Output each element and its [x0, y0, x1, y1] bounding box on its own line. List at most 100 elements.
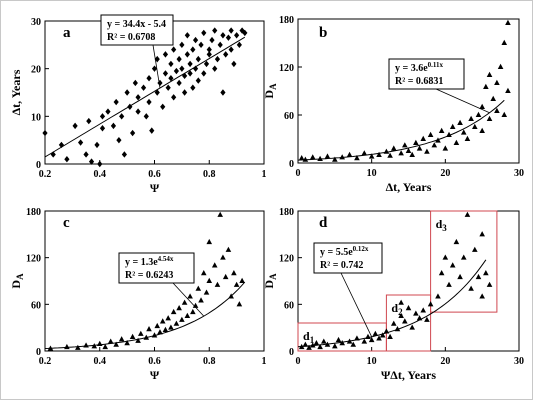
data-point: [424, 148, 430, 154]
data-point: [383, 148, 390, 154]
data-point: [332, 343, 338, 349]
x-tick-label: 0.4: [94, 356, 107, 367]
data-point: [372, 330, 379, 336]
r-squared-text: R² = 0.6831: [395, 76, 443, 87]
data-point: [192, 36, 199, 44]
data-point: [486, 71, 493, 77]
y-tick-label: 120: [279, 254, 294, 265]
data-point: [460, 254, 467, 260]
equation-box: [118, 252, 195, 284]
data-point: [475, 273, 482, 280]
data-point: [99, 113, 106, 120]
data-point: [124, 89, 130, 96]
data-point: [228, 293, 234, 299]
data-point: [398, 150, 404, 156]
data-point: [387, 333, 393, 339]
data-point: [460, 129, 467, 135]
data-point: [220, 254, 226, 260]
data-point: [424, 316, 430, 322]
data-point: [472, 246, 478, 252]
data-point: [220, 89, 226, 96]
data-point: [402, 142, 408, 148]
data-point: [390, 320, 397, 326]
data-point: [497, 63, 504, 69]
x-tick-label: 0.6: [148, 169, 161, 180]
data-point: [184, 51, 190, 58]
y-tick-label: 120: [26, 254, 41, 265]
data-point: [192, 302, 199, 308]
data-point: [179, 41, 185, 49]
data-point: [298, 343, 305, 350]
data-point: [376, 335, 382, 341]
data-point: [113, 341, 119, 347]
data-point: [479, 127, 485, 133]
data-point: [361, 338, 368, 344]
data-point: [64, 343, 70, 350]
panel-d: 0 10 20 30 0 60 120 180 ΨΔt, Years DA d d1 d2 d3 y = 5…: [262, 207, 524, 382]
data-point: [99, 125, 106, 132]
data-point: [402, 318, 408, 324]
y-tick-label: 60: [284, 300, 294, 311]
data-point: [438, 270, 445, 276]
data-point: [501, 39, 508, 45]
data-point: [453, 238, 460, 245]
data-point: [302, 156, 309, 162]
data-point: [162, 51, 169, 58]
data-point: [387, 152, 393, 158]
data-point: [233, 281, 240, 287]
y-tick-label: 120: [279, 63, 294, 74]
data-point: [127, 103, 133, 110]
data-point: [368, 336, 375, 343]
data-point: [486, 281, 493, 287]
data-point: [110, 122, 117, 130]
data-point: [231, 270, 237, 276]
y-tick-label: 20: [31, 65, 41, 76]
equation-box: [100, 14, 174, 46]
data-point: [195, 77, 201, 84]
x-tick-label: 0.2: [39, 169, 52, 180]
data-point: [124, 340, 130, 346]
data-point: [176, 79, 182, 87]
data-point: [472, 123, 478, 129]
data-point: [159, 318, 166, 324]
equation-leader-line: [340, 272, 373, 337]
data-point: [187, 70, 193, 77]
data-point: [88, 158, 95, 165]
data-point: [162, 70, 169, 77]
data-point: [242, 29, 248, 37]
data-point: [138, 330, 144, 336]
data-point: [309, 342, 316, 348]
data-point: [146, 326, 152, 332]
data-point: [212, 27, 218, 34]
data-point: [146, 75, 152, 82]
data-point: [313, 340, 320, 346]
data-point: [317, 155, 323, 161]
data-point: [214, 281, 221, 287]
data-point: [143, 113, 149, 120]
equation-leader-line: [435, 88, 490, 114]
data-point: [446, 131, 452, 137]
panel-label: a: [63, 25, 71, 41]
data-point: [365, 333, 371, 339]
data-point: [464, 135, 471, 141]
x-axis-label: Ψ: [150, 368, 160, 382]
data-point: [179, 65, 185, 72]
data-point: [200, 270, 207, 276]
x-tick-label: 10: [367, 356, 377, 367]
r-squared-text: R² = 0.6708: [107, 32, 155, 43]
data-point: [435, 137, 441, 143]
data-point: [339, 154, 345, 160]
data-point: [116, 136, 122, 144]
data-point: [309, 154, 316, 160]
data-point: [390, 145, 397, 151]
data-point: [135, 94, 141, 101]
data-point: [184, 312, 191, 318]
data-point: [457, 273, 463, 280]
data-point: [157, 329, 163, 335]
data-point: [379, 332, 386, 338]
x-tick-label: 30: [514, 168, 524, 179]
x-axis-label: Δt, Years: [386, 180, 432, 194]
data-point: [494, 79, 500, 85]
panel-label: c: [63, 215, 70, 231]
